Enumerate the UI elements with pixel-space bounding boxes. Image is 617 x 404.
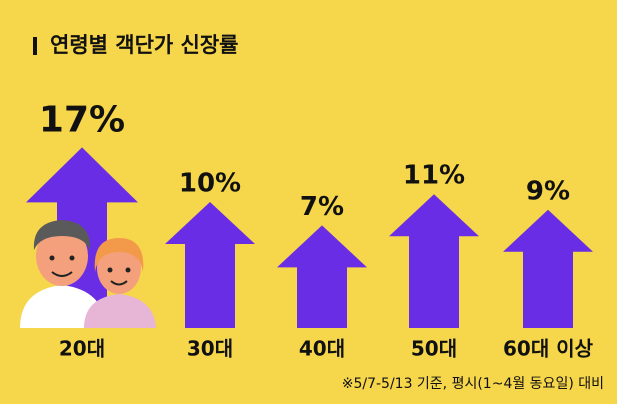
man-eye	[49, 255, 55, 261]
bar	[165, 202, 255, 328]
title-marker	[33, 37, 37, 55]
value-label: 9%	[526, 176, 570, 206]
x-tick-label: 50대	[411, 337, 457, 361]
x-tick-label: 40대	[299, 337, 345, 361]
footnote: ※5/7-5/13 기준, 평시(1~4월 동요일) 대비	[342, 376, 604, 392]
bar	[503, 209, 593, 328]
chart-title: 연령별 객단가 신장률	[50, 33, 239, 57]
people-illustration	[20, 220, 156, 328]
x-tick-label: 30대	[187, 337, 233, 361]
woman-mouth	[110, 280, 128, 286]
woman-eye	[125, 267, 131, 273]
value-label: 7%	[300, 192, 344, 222]
value-label: 10%	[179, 169, 241, 199]
man-eye	[69, 255, 75, 261]
value-label: 11%	[403, 161, 465, 191]
woman-face	[97, 242, 141, 294]
woman-eye	[107, 267, 113, 273]
man-face	[36, 226, 88, 286]
man-body	[20, 285, 106, 328]
x-tick-label: 60대 이상	[503, 337, 594, 361]
x-tick-label: 20대	[59, 337, 105, 361]
woman-body	[84, 294, 156, 328]
man-mouth	[51, 271, 73, 277]
man-hair	[33, 220, 91, 250]
woman-hair	[94, 238, 144, 272]
value-label: 17%	[39, 99, 125, 140]
bar	[277, 225, 367, 328]
bar	[389, 194, 479, 328]
